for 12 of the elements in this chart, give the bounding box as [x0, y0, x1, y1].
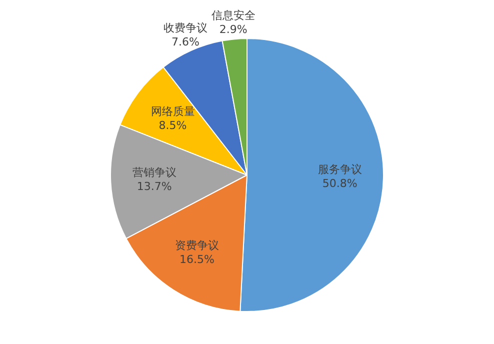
- slice-label: 收费争议: [164, 22, 208, 34]
- data-label: 7.6%: [172, 36, 200, 48]
- data-label: 2.9%: [219, 22, 248, 36]
- data-label: 13.7%: [136, 180, 172, 193]
- data-label: 8.5%: [158, 119, 187, 132]
- data-label: 50.8%: [322, 177, 358, 190]
- slice-label: 服务争议: [318, 163, 362, 176]
- slice-label: 信息安全: [211, 8, 256, 22]
- data-label: 16.5%: [180, 253, 214, 266]
- slice-label: 资费争议: [175, 239, 220, 252]
- slice-label: 营销争议: [132, 166, 176, 179]
- slice-label: 网络质量: [150, 105, 195, 118]
